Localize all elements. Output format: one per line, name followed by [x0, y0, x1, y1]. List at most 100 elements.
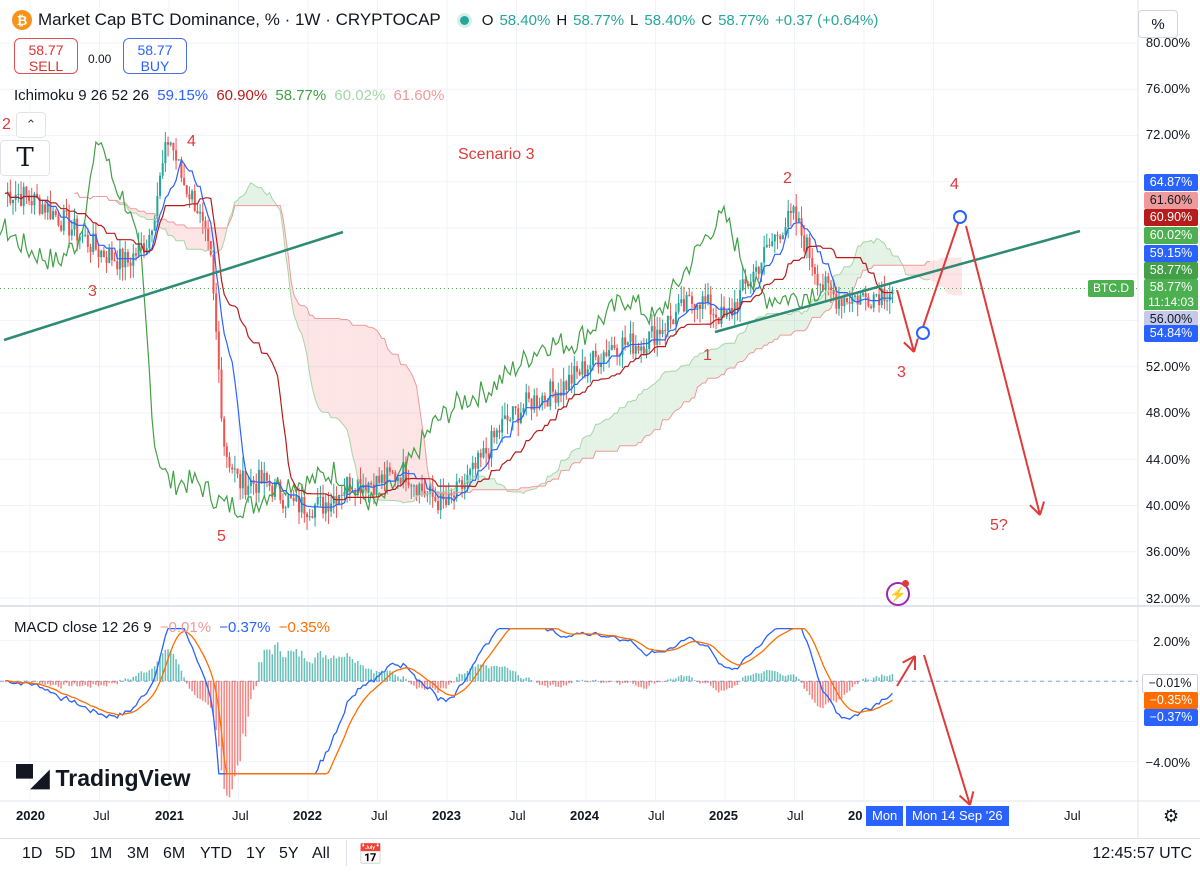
ichimoku-legend[interactable]: Ichimoku 9 26 52 26 59.15% 60.90% 58.77%… — [14, 87, 448, 104]
range-button[interactable]: 6M — [163, 845, 185, 863]
range-button[interactable]: 1Y — [246, 845, 266, 863]
cloud-segment — [251, 183, 254, 206]
candle-body — [504, 416, 506, 419]
candle-body — [811, 258, 813, 267]
cloud-segment — [644, 389, 647, 438]
candle-body — [183, 178, 185, 185]
cloud-segment — [582, 437, 585, 458]
cloud-segment — [858, 246, 861, 278]
macd-tag: −0.01% — [1142, 674, 1198, 693]
wave-label[interactable]: 1 — [703, 347, 712, 365]
macd-legend[interactable]: MACD close 12 26 9 −0.01% −0.37% −0.35% — [14, 619, 334, 636]
time-cursor-tag: Mon 14 Sep '26 — [906, 806, 1009, 826]
candle-body — [100, 251, 102, 257]
candle-body — [186, 185, 188, 194]
candle-body — [33, 194, 35, 206]
macd-tag: −0.37% — [1144, 709, 1198, 726]
candle-body — [266, 473, 268, 481]
candle-body — [370, 483, 372, 485]
change-value: +0.37 (+0.64%) — [775, 12, 878, 29]
time-label: 2024 — [570, 808, 599, 823]
range-button[interactable]: 1D — [22, 845, 42, 863]
range-button[interactable]: YTD — [200, 845, 232, 863]
wave-label[interactable]: 3 — [897, 364, 906, 382]
wave-label[interactable]: 2 — [783, 170, 792, 188]
candle-body — [597, 357, 599, 367]
candle-body — [889, 294, 891, 300]
wave-label[interactable]: 4 — [950, 176, 959, 194]
candle-body — [325, 502, 327, 513]
cloud-segment — [601, 421, 604, 452]
wave-label[interactable]: 4 — [187, 133, 196, 151]
candle-body — [255, 484, 257, 493]
range-button[interactable]: 5Y — [279, 845, 299, 863]
candle-body — [827, 276, 829, 282]
range-button[interactable]: 5D — [55, 845, 75, 863]
cloud-segment — [318, 318, 321, 410]
percent-scale-button[interactable]: % — [1138, 10, 1178, 38]
candle-body — [493, 431, 495, 437]
candle-body — [474, 463, 476, 469]
candle-body — [12, 200, 14, 203]
candle-body — [410, 485, 412, 486]
candle-body — [311, 516, 313, 518]
cloud-segment — [876, 239, 879, 266]
candle-body — [675, 312, 677, 324]
gear-icon[interactable]: ⚙ — [1163, 806, 1183, 826]
collapse-legend-button[interactable]: ⌃ — [16, 112, 46, 138]
time-label: 2025 — [709, 808, 738, 823]
candle-body — [742, 279, 744, 290]
cloud-segment — [671, 371, 674, 417]
cloud-segment — [761, 317, 764, 349]
range-button[interactable]: 1M — [90, 845, 112, 863]
candle-body — [167, 142, 169, 145]
candle-body — [809, 238, 811, 259]
candle-body — [421, 484, 423, 491]
candle-body — [528, 392, 530, 398]
time-label: 2022 — [293, 808, 322, 823]
candle-body — [875, 294, 877, 295]
price-tag: 61.60% — [1144, 192, 1198, 209]
time-cursor-tag: Mon — [866, 806, 903, 826]
cloud-segment — [336, 318, 339, 419]
candle-body — [116, 261, 118, 269]
logo-text: TradingView — [55, 765, 190, 792]
candle-body — [536, 395, 538, 407]
tradingview-icon: ▀◢ — [16, 764, 47, 793]
open-label: O — [482, 12, 494, 29]
wave-label[interactable]: 5 — [217, 528, 226, 546]
candle-body — [458, 480, 460, 481]
time-label: Jul — [371, 808, 388, 823]
range-button[interactable]: All — [312, 845, 330, 863]
range-button[interactable]: 3M — [127, 845, 149, 863]
scenario-label[interactable]: Scenario 3 — [458, 146, 535, 164]
candle-body — [57, 215, 59, 225]
sell-button[interactable]: 58.77 SELL — [14, 38, 78, 74]
chart-title[interactable]: Market Cap BTC Dominance, % · 1W · CRYPT… — [38, 10, 441, 30]
candle-body — [202, 212, 204, 221]
cloud-segment — [844, 267, 847, 294]
cloud-segment — [815, 299, 818, 317]
cloud-segment — [171, 222, 174, 237]
wave-label[interactable]: 2 — [2, 116, 11, 134]
candle-body — [793, 206, 795, 213]
candle-body — [699, 305, 701, 309]
candle-body — [162, 163, 164, 175]
candle-body — [870, 306, 872, 308]
cloud-segment — [663, 372, 666, 420]
cloud-segment — [729, 343, 732, 368]
symbol-tag: BTC.D — [1088, 280, 1134, 297]
bitcoin-icon: ₿ — [12, 10, 32, 30]
ichimoku-conversion-value: 59.15% — [157, 87, 208, 104]
candle-body — [127, 252, 129, 263]
tradingview-logo[interactable]: ▀◢ TradingView — [16, 764, 191, 793]
buy-button[interactable]: 58.77 BUY — [123, 38, 187, 74]
macd-histogram-value: −0.01% — [160, 619, 211, 636]
text-tool-icon[interactable]: T — [0, 140, 50, 176]
cloud-segment — [692, 357, 695, 398]
wave-label[interactable]: 5? — [990, 517, 1008, 535]
wave-label[interactable]: 3 — [88, 283, 97, 301]
cloud-segment — [339, 318, 342, 423]
calendar-range-icon[interactable]: 📅 — [358, 842, 383, 867]
